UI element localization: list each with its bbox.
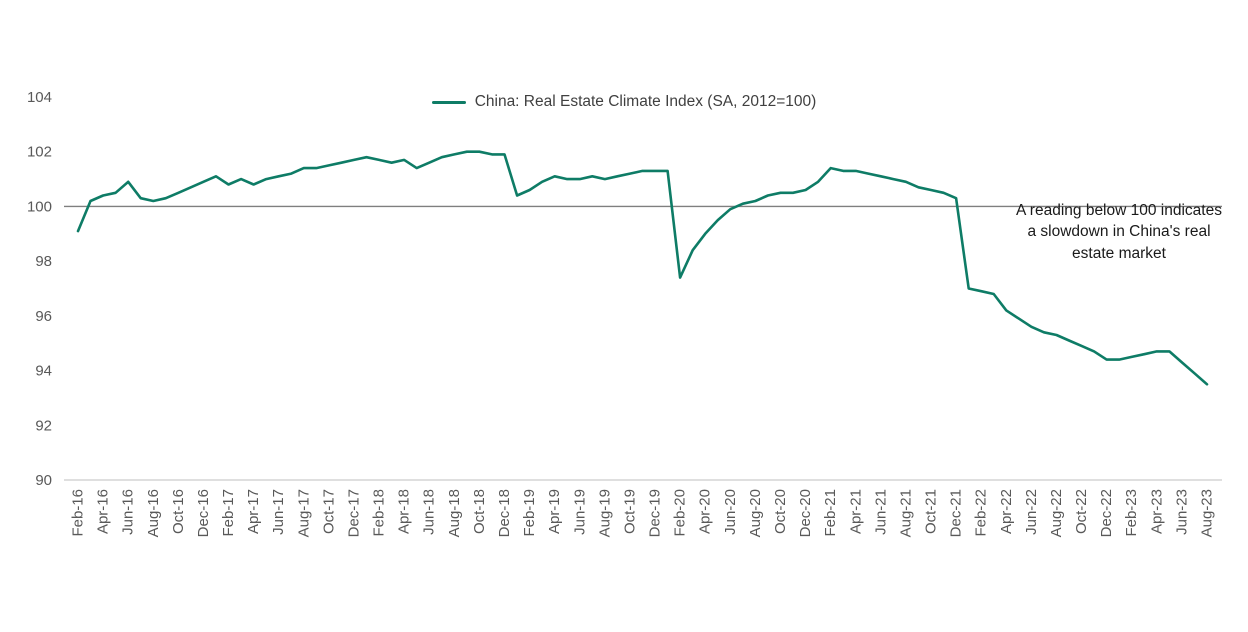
x-tick-label: Dec-22	[1098, 489, 1115, 537]
annotation-note: A reading below 100 indicates a slowdown…	[1016, 202, 1222, 262]
x-tick-label: Jun-17	[270, 489, 287, 535]
y-tick-label: 98	[35, 253, 52, 270]
x-tick-label: Dec-20	[797, 489, 814, 537]
x-tick-label: Apr-18	[396, 489, 413, 534]
x-tick-label: Apr-21	[847, 489, 864, 534]
x-tick-label: Jun-20	[722, 489, 739, 535]
y-tick-label: 94	[35, 363, 52, 380]
x-tick-label: Jun-22	[1023, 489, 1040, 535]
x-tick-label: Apr-22	[998, 489, 1015, 534]
x-tick-label: Feb-17	[220, 489, 237, 537]
x-tick-label: Apr-17	[245, 489, 262, 534]
x-tick-label: Aug-19	[596, 489, 613, 537]
x-tick-label: Feb-20	[672, 489, 689, 537]
y-tick-label: 104	[27, 89, 52, 106]
x-tick-label: Feb-18	[371, 489, 388, 537]
x-tick-label: Dec-21	[948, 489, 965, 537]
x-tick-label: Oct-18	[471, 489, 488, 534]
x-tick-label: Oct-19	[621, 489, 638, 534]
x-tick-label: Aug-18	[446, 489, 463, 537]
y-tick-label: 90	[35, 472, 52, 489]
x-tick-label: Aug-21	[897, 489, 914, 537]
x-tick-label: Jun-21	[872, 489, 889, 535]
x-tick-label: Dec-18	[496, 489, 513, 537]
x-tick-label: Feb-19	[521, 489, 538, 537]
x-tick-label: Oct-17	[320, 489, 337, 534]
x-tick-label: Aug-20	[747, 489, 764, 537]
x-tick-label: Feb-16	[70, 489, 87, 537]
y-tick-label: 96	[35, 308, 52, 325]
x-tick-label: Apr-19	[546, 489, 563, 534]
y-tick-label: 92	[35, 417, 52, 434]
x-tick-label: Jun-18	[421, 489, 438, 535]
x-tick-label: Oct-21	[923, 489, 940, 534]
x-tick-label: Jun-19	[571, 489, 588, 535]
y-tick-label: 102	[27, 144, 52, 161]
x-tick-label: Aug-16	[145, 489, 162, 537]
x-tick-label: Aug-22	[1048, 489, 1065, 537]
x-tick-label: Jun-16	[120, 489, 137, 535]
x-tick-label: Oct-16	[170, 489, 187, 534]
x-tick-label: Aug-23	[1199, 489, 1216, 537]
x-tick-label: Apr-23	[1148, 489, 1165, 534]
x-tick-label: Dec-19	[647, 489, 664, 537]
x-tick-label: Oct-20	[772, 489, 789, 534]
x-tick-label: Aug-17	[295, 489, 312, 537]
x-tick-label: Oct-22	[1073, 489, 1090, 534]
x-tick-label: Feb-22	[973, 489, 990, 537]
x-tick-label: Apr-16	[95, 489, 112, 534]
series-line	[76, 150, 1209, 386]
x-tick-label: Apr-20	[697, 489, 714, 534]
x-tick-label: Dec-17	[345, 489, 362, 537]
x-tick-label: Feb-23	[1123, 489, 1140, 537]
x-tick-label: Dec-16	[195, 489, 212, 537]
y-tick-label: 100	[27, 198, 52, 215]
x-tick-label: Feb-21	[822, 489, 839, 537]
x-tick-label: Jun-23	[1173, 489, 1190, 535]
